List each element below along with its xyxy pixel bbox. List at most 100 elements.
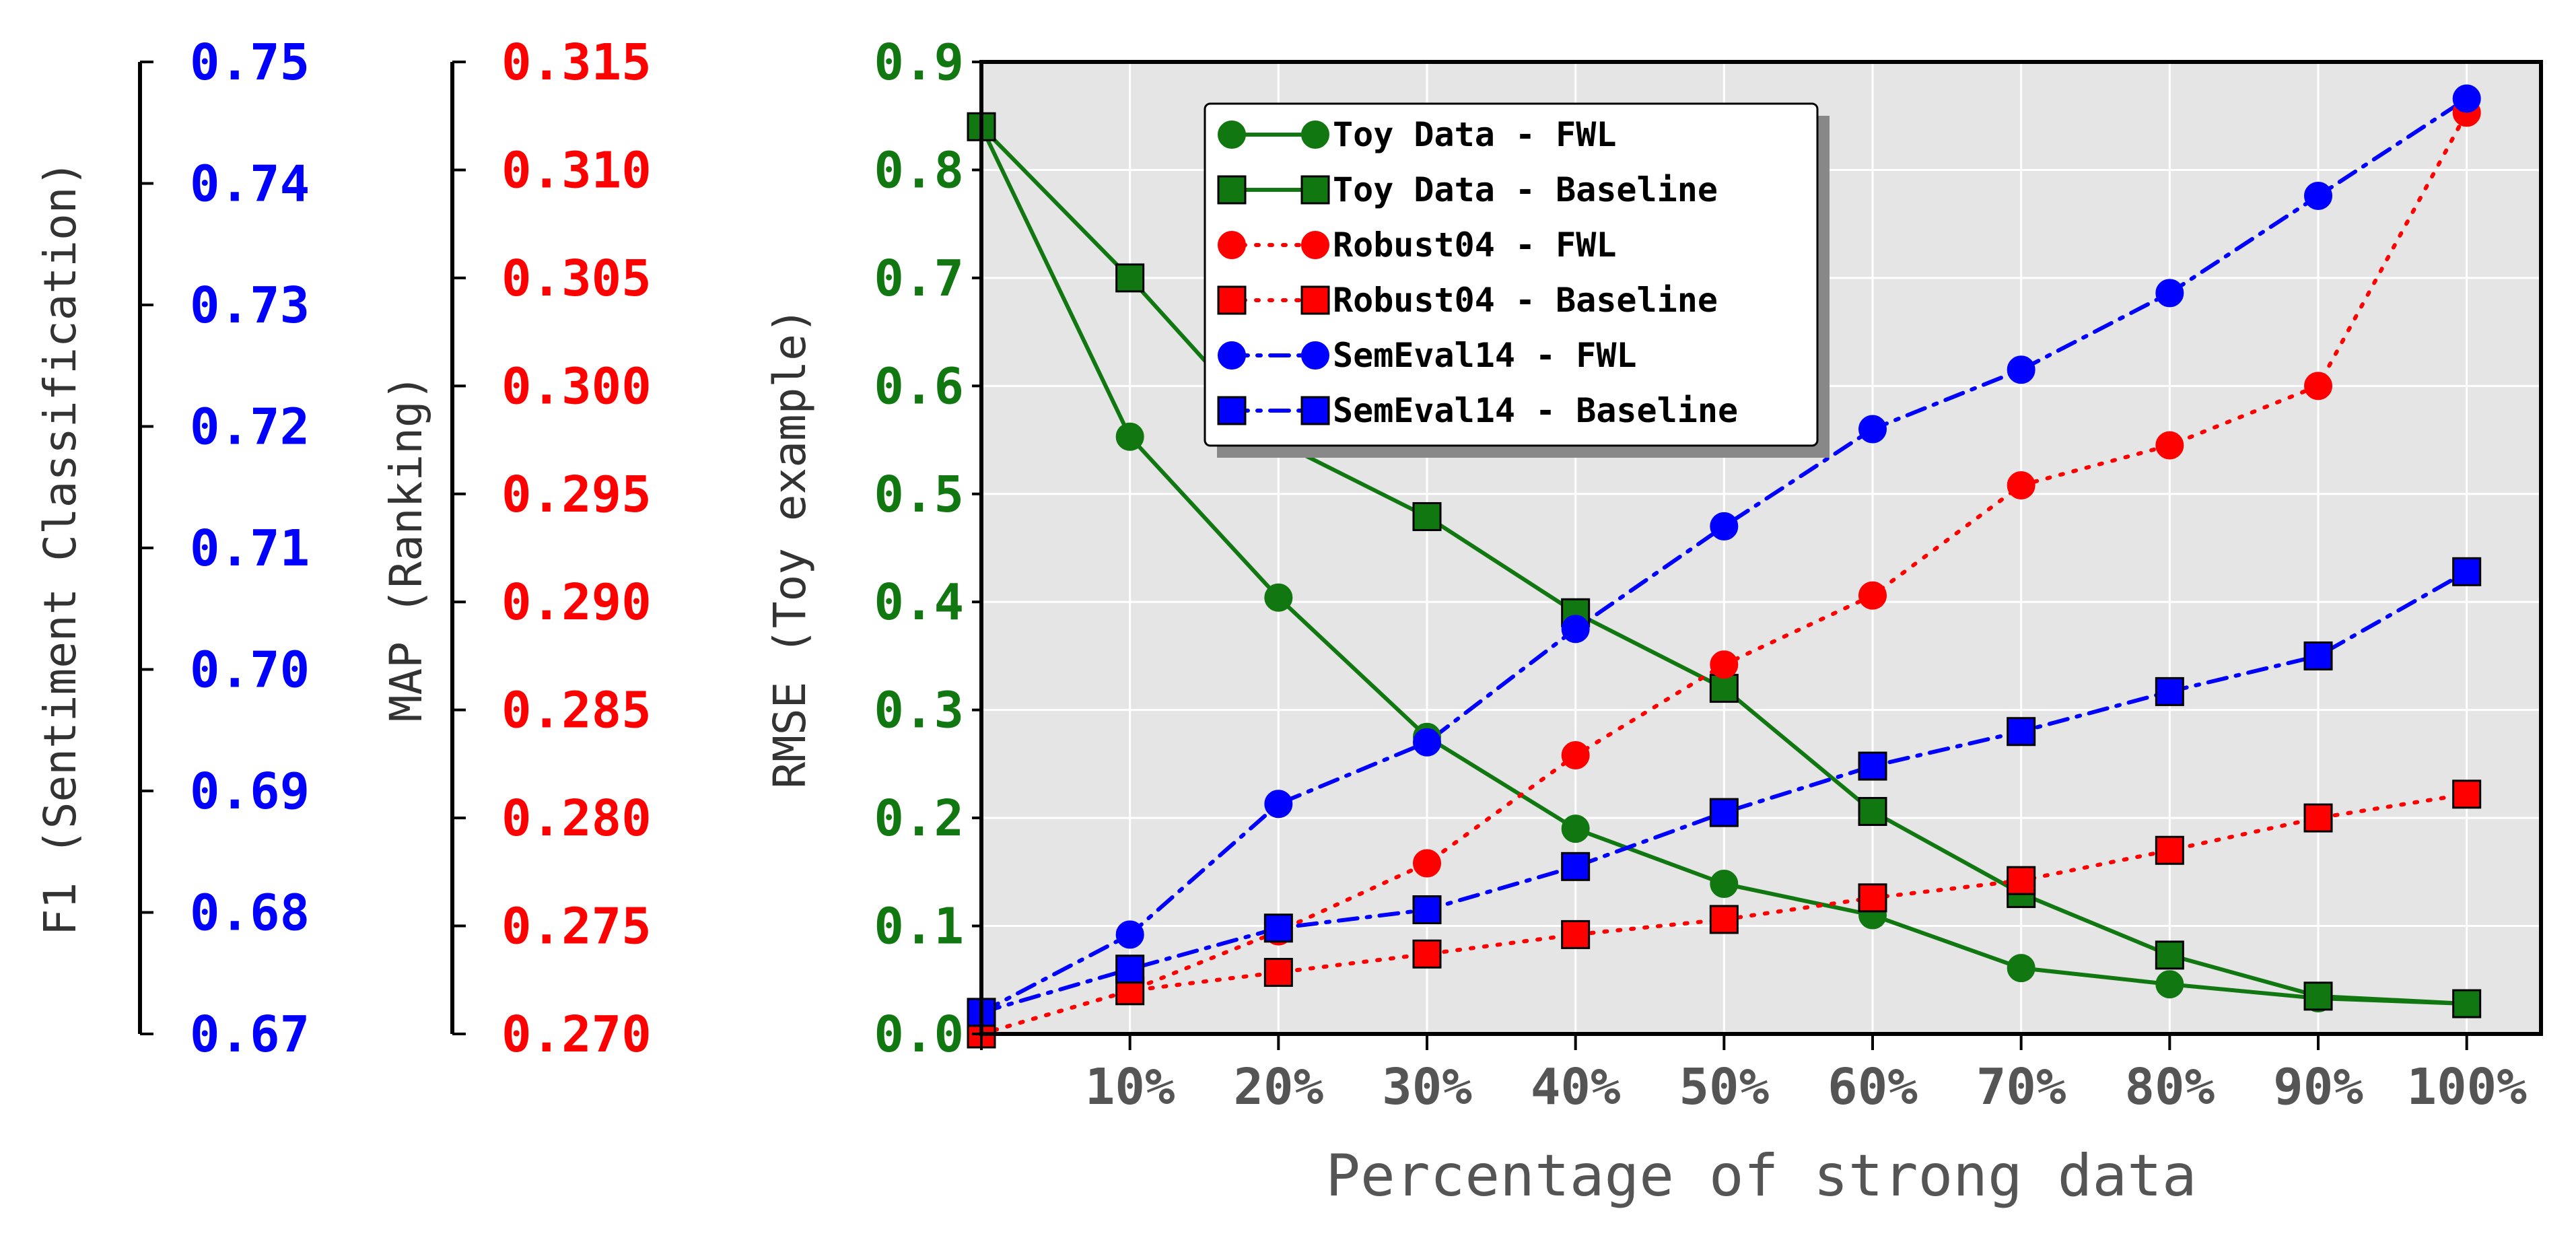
legend-box	[1204, 102, 1819, 447]
x-tick-label: 80%	[2125, 1058, 2215, 1116]
legend-marker	[1301, 120, 1329, 149]
data-point	[2007, 866, 2036, 895]
data-point	[1561, 852, 1591, 881]
f1-tick-label: 0.70	[190, 642, 310, 699]
f1-axis-label: F1 (Sentiment Classification)	[34, 160, 86, 936]
rmse-tick-label: 0.2	[874, 790, 964, 847]
x-tick-label: 90%	[2273, 1058, 2363, 1116]
x-axis-label: Percentage of strong data	[1325, 1142, 2196, 1210]
data-point	[1413, 728, 1441, 757]
map-tick-label: 0.275	[501, 898, 652, 956]
legend-marker	[1217, 396, 1247, 425]
f1-axis: 0.67 0.68 0.69 0.70 0.71 0.72 0.73 0.74 0.75 F1 (…	[34, 34, 310, 1064]
map-tick-label: 0.310	[501, 141, 652, 199]
data-point	[2007, 717, 2036, 747]
legend-label: Robust04 - FWL	[1333, 226, 1616, 265]
f1-tick-label: 0.74	[190, 155, 310, 213]
legend-entry: Toy Data - Baseline	[1217, 170, 1718, 209]
rmse-tick-label: 0.3	[874, 682, 964, 740]
legend: Toy Data - FWL Toy Data - Baseline Robust0…	[1204, 102, 1830, 458]
data-point	[1709, 674, 1739, 703]
rmse-axis-label: RMSE (Toy example)	[764, 307, 816, 788]
x-tick-label: 10%	[1085, 1058, 1175, 1116]
data-point	[1858, 796, 1887, 826]
data-point	[1413, 849, 1441, 878]
rmse-tick-label: 0.6	[874, 357, 964, 415]
legend-label: Toy Data - Baseline	[1333, 170, 1718, 209]
data-point	[2452, 779, 2482, 809]
series-markers-4	[967, 84, 2481, 1027]
data-point	[1709, 905, 1739, 934]
x-tick-label: 100%	[2407, 1058, 2528, 1116]
legend-entry: SemEval14 - Baseline	[1217, 391, 1738, 430]
x-tick-label: 30%	[1382, 1058, 1472, 1116]
data-point	[2304, 372, 2332, 401]
plot-frame	[979, 60, 2543, 1036]
data-point	[2155, 279, 2184, 308]
data-point	[1858, 581, 1887, 610]
data-point	[2303, 981, 2333, 1011]
data-point	[1710, 512, 1739, 541]
legend-marker	[1218, 120, 1246, 149]
f1-tick-label: 0.68	[190, 885, 310, 942]
data-point	[1709, 798, 1739, 827]
x-tick-label: 20%	[1234, 1058, 1324, 1116]
legend-label: SemEval14 - Baseline	[1333, 391, 1738, 430]
map-tick-label: 0.290	[501, 574, 652, 631]
data-point	[1263, 913, 1293, 943]
data-point	[2303, 803, 2333, 833]
map-axis: 0.270 0.275 0.280 0.285 0.290 0.295 0.300 0.305…	[380, 34, 652, 1064]
legend-label: Robust04 - Baseline	[1333, 281, 1718, 320]
rmse-tick-label: 0.9	[874, 34, 964, 92]
rmse-tick-label: 0.4	[874, 574, 964, 631]
map-tick-label: 0.280	[501, 790, 652, 847]
data-point	[1412, 501, 1442, 531]
legend-marker	[1300, 396, 1330, 425]
data-point	[2155, 940, 2184, 970]
map-tick-label: 0.305	[501, 250, 652, 308]
data-point	[1561, 615, 1590, 644]
data-point	[1561, 814, 1590, 843]
data-point	[1263, 958, 1293, 987]
data-point	[2007, 355, 2035, 384]
data-point	[2452, 557, 2482, 586]
x-tick-label: 70%	[1976, 1058, 2066, 1116]
map-tick-label: 0.315	[501, 34, 652, 92]
data-point	[2303, 641, 2333, 670]
legend-label: SemEval14 - FWL	[1333, 336, 1637, 375]
x-tick-label: 50%	[1679, 1058, 1770, 1116]
rmse-tick-label: 0.5	[874, 466, 964, 524]
f1-tick-label: 0.73	[190, 277, 310, 335]
legend-label: Toy Data - FWL	[1333, 115, 1616, 154]
x-tick-label: 40%	[1531, 1058, 1621, 1116]
data-point	[2452, 84, 2481, 113]
data-point	[2007, 954, 2035, 983]
data-point	[1858, 751, 1887, 781]
data-point	[1115, 920, 1144, 949]
legend-marker	[1301, 341, 1329, 370]
data-point	[2155, 970, 2184, 999]
legend-marker	[1300, 175, 1330, 205]
legend-marker	[1217, 285, 1247, 315]
data-point	[1115, 263, 1145, 293]
data-point	[1710, 650, 1739, 679]
x-tick-label: 60%	[1827, 1058, 1918, 1116]
map-tick-label: 0.300	[501, 357, 652, 415]
legend-marker	[1301, 231, 1329, 259]
data-point	[1858, 415, 1887, 444]
f1-tick-label: 0.75	[190, 34, 310, 92]
data-point	[1412, 895, 1442, 924]
data-point	[2155, 677, 2184, 706]
data-point	[2452, 989, 2482, 1018]
data-point	[1710, 869, 1739, 898]
legend-entry: SemEval14 - FWL	[1218, 336, 1637, 375]
data-point	[1412, 939, 1442, 969]
f1-tick-label: 0.72	[190, 398, 310, 456]
legend-marker	[1217, 175, 1247, 205]
data-point	[2155, 431, 2184, 460]
legend-marker	[1300, 285, 1330, 315]
f1-tick-label: 0.69	[190, 763, 310, 821]
data-point	[2155, 835, 2184, 865]
map-tick-label: 0.295	[501, 466, 652, 524]
